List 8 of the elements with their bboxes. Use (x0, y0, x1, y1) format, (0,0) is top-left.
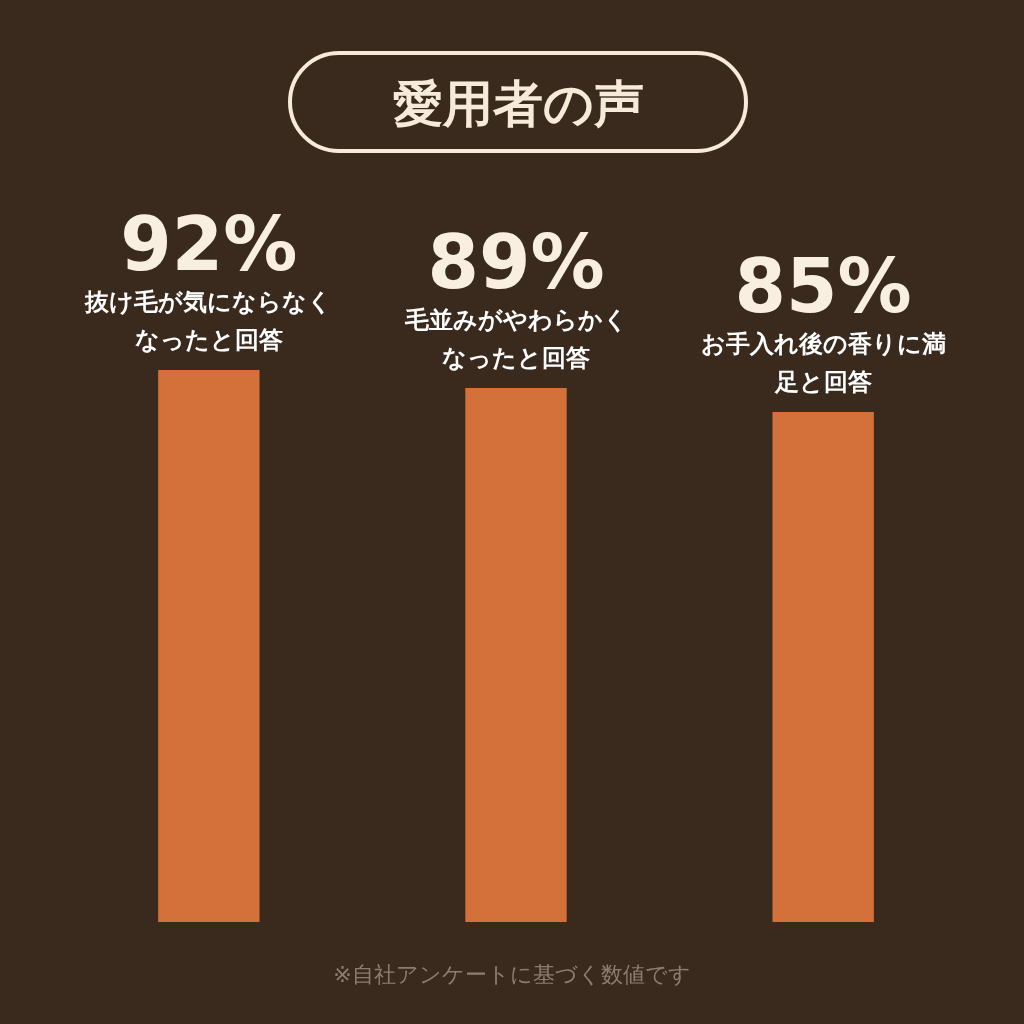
x-tick-label: 毛並みがやわらかくなったと回答 (403, 306, 628, 372)
x-tick-label: 抜け毛が気にならなくなったと回答 (84, 288, 333, 354)
data-label: 89% (427, 219, 605, 305)
text: ※自社アンケートに基づく数値です (333, 962, 691, 987)
data-label: 92% (120, 201, 298, 287)
data-label: 85% (734, 243, 912, 329)
chart-title: 愛用者の声 (392, 75, 644, 133)
x-tick-label: お手入れ後の香りに満足と回答 (700, 330, 946, 396)
